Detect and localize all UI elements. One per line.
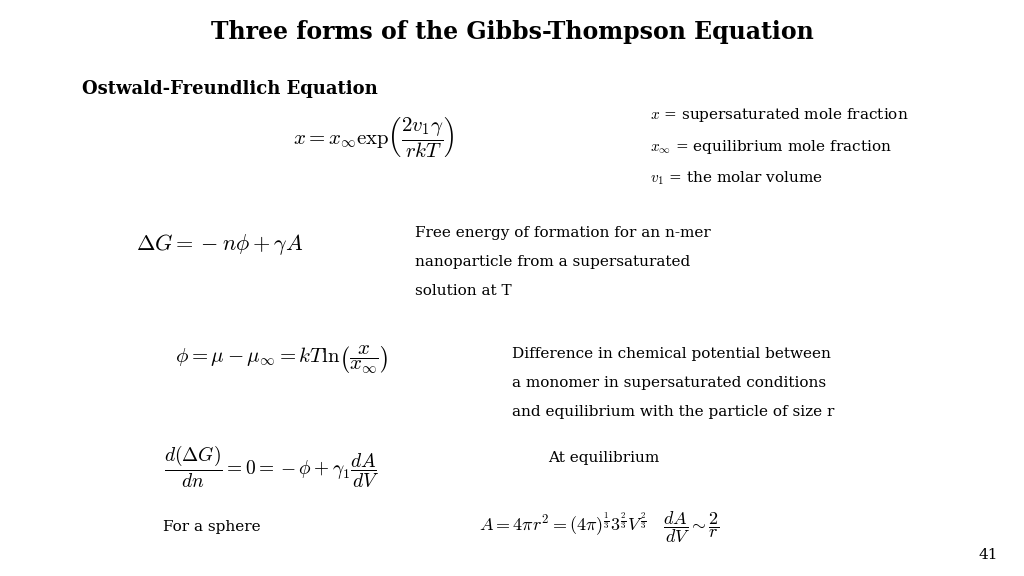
- Text: $v_1$ = the molar volume: $v_1$ = the molar volume: [650, 170, 823, 187]
- Text: Ostwald-Freundlich Equation: Ostwald-Freundlich Equation: [82, 80, 378, 98]
- Text: a monomer in supersaturated conditions: a monomer in supersaturated conditions: [512, 376, 826, 390]
- Text: $x$ = supersaturated mole fraction: $x$ = supersaturated mole fraction: [650, 106, 908, 124]
- Text: $\phi = \mu - \mu_{\infty} = kT\ln\!\left(\dfrac{x}{x_{\infty}}\right)$: $\phi = \mu - \mu_{\infty} = kT\ln\!\lef…: [175, 344, 388, 376]
- Text: and equilibrium with the particle of size r: and equilibrium with the particle of siz…: [512, 405, 835, 419]
- Text: nanoparticle from a supersaturated: nanoparticle from a supersaturated: [415, 255, 690, 269]
- Text: At equilibrium: At equilibrium: [548, 451, 659, 465]
- Text: Free energy of formation for an n-mer: Free energy of formation for an n-mer: [415, 226, 711, 240]
- Text: $\Delta G = -n\phi + \gamma A$: $\Delta G = -n\phi + \gamma A$: [136, 232, 304, 257]
- Text: $x = x_{\infty} \exp\!\left(\dfrac{2v_1 \gamma}{rkT}\right)$: $x = x_{\infty} \exp\!\left(\dfrac{2v_1 …: [293, 116, 455, 161]
- Text: $A = 4\pi r^2 = (4\pi)^{\frac{1}{3}} 3^{\frac{2}{3}} V^{\frac{2}{3}} \quad \dfra: $A = 4\pi r^2 = (4\pi)^{\frac{1}{3}} 3^{…: [478, 509, 720, 545]
- Text: solution at T: solution at T: [415, 284, 511, 298]
- Text: Difference in chemical potential between: Difference in chemical potential between: [512, 347, 830, 361]
- Text: $\dfrac{d(\Delta G)}{dn} = 0 = -\phi + \gamma_1 \dfrac{dA}{dV}$: $\dfrac{d(\Delta G)}{dn} = 0 = -\phi + \…: [164, 444, 379, 490]
- Text: 41: 41: [979, 548, 998, 562]
- Text: For a sphere: For a sphere: [164, 520, 261, 534]
- Text: Three forms of the Gibbs-Thompson Equation: Three forms of the Gibbs-Thompson Equati…: [211, 20, 813, 44]
- Text: $x_{\infty}$ = equilibrium mole fraction: $x_{\infty}$ = equilibrium mole fraction: [650, 138, 892, 156]
